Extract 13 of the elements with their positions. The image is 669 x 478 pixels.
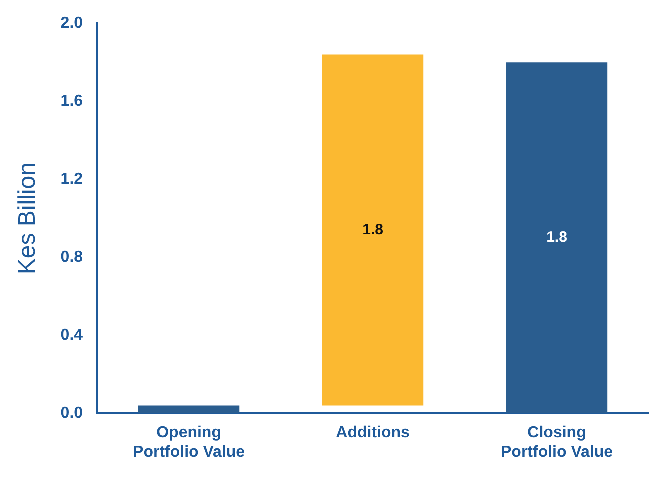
y-axis-title: Kes Billion	[14, 162, 42, 275]
y-tick-label: 1.6	[60, 93, 84, 110]
bar	[322, 54, 424, 406]
y-tick-label: 0.8	[60, 249, 84, 266]
x-tick-label: Additions	[336, 424, 410, 442]
data-label: 1.8	[362, 221, 384, 238]
y-tick-label: 2.0	[60, 15, 84, 32]
x-tick-label: Closing Portfolio Value	[501, 424, 614, 461]
y-tick-label: 0.4	[60, 327, 84, 344]
y-tick-label: 1.2	[60, 171, 84, 188]
y-tick-label: 0.0	[60, 405, 84, 422]
x-tick-label: Opening Portfolio Value	[133, 424, 246, 461]
data-label: 1.8	[546, 229, 568, 246]
